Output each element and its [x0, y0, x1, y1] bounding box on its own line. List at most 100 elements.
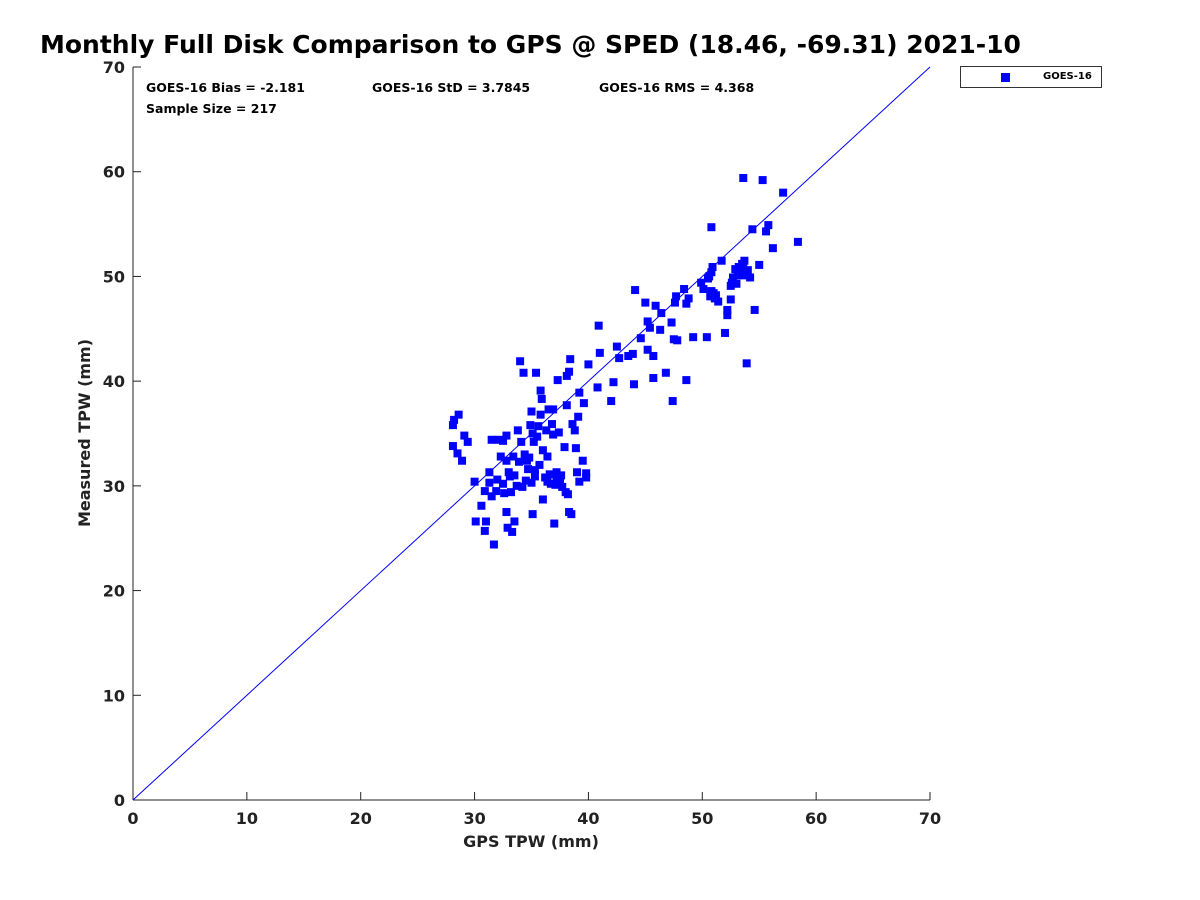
data-point — [707, 223, 716, 232]
y-tick-label: 30 — [103, 477, 125, 496]
data-point — [485, 478, 494, 487]
x-tick-label: 40 — [577, 809, 599, 828]
data-point — [562, 401, 571, 410]
data-point — [670, 298, 679, 307]
data-point — [513, 426, 522, 435]
data-point — [615, 354, 624, 363]
data-point — [657, 309, 666, 318]
sample-size-stat: Sample Size = 217 — [146, 101, 277, 116]
data-point — [668, 397, 677, 406]
data-point — [485, 468, 494, 477]
data-point — [525, 453, 534, 462]
data-point — [746, 273, 755, 282]
legend-label: GOES-16 — [1043, 71, 1092, 82]
data-point — [612, 342, 621, 351]
data-point — [571, 444, 580, 453]
data-point — [553, 376, 562, 385]
data-point — [542, 426, 551, 435]
legend: GOES-16 — [960, 66, 1102, 88]
data-point — [533, 432, 542, 441]
data-point — [667, 318, 676, 327]
data-point — [504, 468, 513, 477]
y-tick-label: 0 — [114, 791, 125, 810]
data-point — [762, 227, 771, 236]
chart-title: Monthly Full Disk Comparison to GPS @ SP… — [40, 30, 1021, 59]
data-point — [570, 426, 579, 435]
data-point — [558, 482, 567, 491]
data-point — [758, 176, 767, 185]
data-point — [607, 397, 616, 406]
data-point — [528, 510, 537, 519]
data-point — [649, 374, 658, 383]
data-point — [573, 468, 582, 477]
data-point — [705, 272, 714, 281]
data-point — [689, 333, 698, 342]
data-point — [645, 323, 654, 332]
data-point — [575, 388, 584, 397]
data-point — [595, 348, 604, 357]
data-point — [502, 431, 511, 440]
data-point — [661, 368, 670, 377]
data-point — [551, 480, 560, 489]
data-point — [499, 479, 508, 488]
data-point — [549, 405, 558, 414]
data-point — [727, 278, 736, 287]
data-point — [723, 311, 732, 320]
data-point — [510, 471, 519, 480]
data-point — [707, 268, 716, 277]
data-point — [502, 508, 511, 517]
data-point — [682, 376, 691, 385]
data-point — [739, 173, 748, 182]
data-point — [582, 473, 591, 482]
data-point — [519, 368, 528, 377]
data-point — [536, 410, 545, 419]
data-point — [537, 394, 546, 403]
data-point — [673, 336, 682, 345]
data-point — [470, 477, 479, 486]
data-point — [750, 305, 759, 314]
data-point — [717, 256, 726, 265]
data-point — [742, 359, 751, 368]
data-point — [480, 526, 489, 535]
data-point — [748, 225, 757, 234]
data-point — [526, 421, 535, 430]
data-point — [505, 472, 514, 481]
data-point — [527, 407, 536, 416]
data-point — [518, 482, 527, 491]
data-point — [512, 481, 521, 490]
data-point — [454, 410, 463, 419]
data-point — [502, 456, 511, 465]
data-point — [629, 380, 638, 389]
data-point — [541, 473, 550, 482]
x-tick-label: 10 — [236, 809, 258, 828]
data-point — [448, 442, 457, 451]
data-point — [624, 352, 633, 361]
data-point — [609, 378, 618, 387]
x-tick-label: 60 — [805, 809, 827, 828]
data-point — [524, 465, 533, 474]
data-point — [739, 264, 748, 273]
data-point — [555, 475, 564, 484]
data-point — [565, 367, 574, 376]
data-point — [516, 357, 525, 366]
data-point — [550, 519, 559, 528]
axis-ticks: 0 10 20 30 40 50 60 70 0 10 20 30 40 50 60 70 — [103, 58, 941, 828]
data-point — [732, 279, 741, 288]
y-tick-label: 40 — [103, 372, 125, 391]
data-point — [562, 371, 571, 380]
data-point — [649, 352, 658, 361]
y-tick-label: 10 — [103, 686, 125, 705]
data-point — [528, 429, 537, 438]
data-point — [711, 291, 720, 300]
data-point — [651, 301, 660, 310]
data-point — [471, 517, 480, 526]
y-tick-label: 20 — [103, 582, 125, 601]
data-point — [517, 437, 526, 446]
data-point — [740, 256, 749, 265]
data-point — [458, 456, 467, 465]
data-point — [594, 321, 603, 330]
data-point — [636, 334, 645, 343]
data-point — [680, 284, 689, 293]
x-tick-label: 50 — [691, 809, 713, 828]
